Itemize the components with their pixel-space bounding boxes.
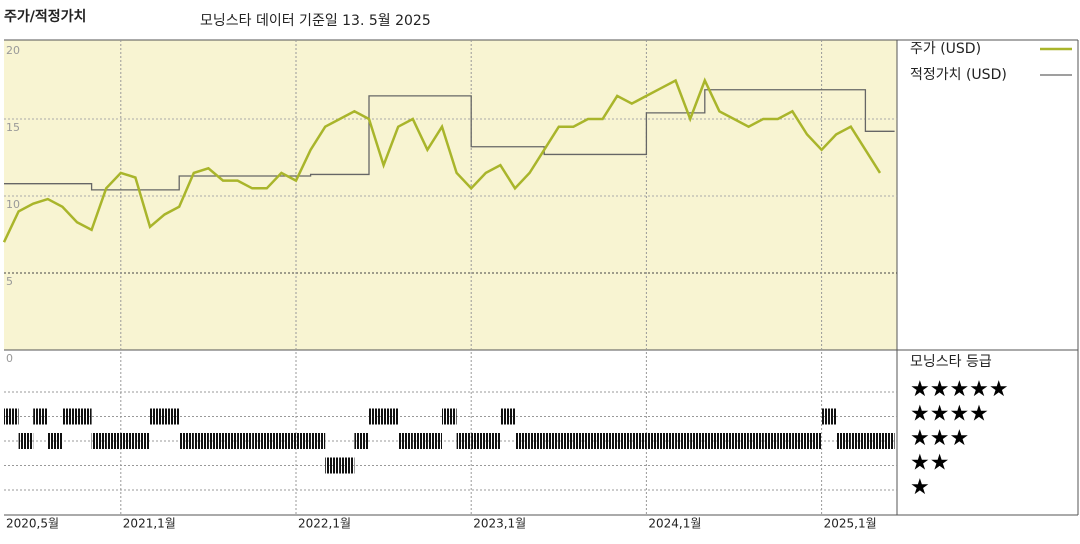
chart-title: 주가/적정가치	[4, 8, 86, 25]
rating-bar	[807, 433, 822, 449]
rating-level-label: ★★★★★	[910, 377, 1009, 402]
rating-bar	[310, 433, 326, 449]
rating-bar	[223, 433, 238, 449]
rating-bar	[456, 433, 472, 449]
rating-bar	[120, 433, 136, 449]
rating-bar	[529, 433, 545, 449]
rating-bar	[266, 433, 282, 449]
rating-bar	[339, 457, 355, 474]
rating-bar	[734, 433, 749, 449]
rating-bar	[544, 433, 559, 449]
rating-level-label: ★★★★	[910, 402, 989, 427]
rating-bar	[515, 433, 530, 449]
rating-bar	[661, 433, 676, 449]
y-tick-label: 5	[6, 275, 13, 288]
x-tick-label: 2023,1월	[473, 517, 526, 531]
rating-bar	[427, 433, 442, 449]
rating-bar	[4, 408, 19, 425]
y-tick-label: 20	[6, 44, 20, 57]
rating-bar	[646, 433, 661, 449]
rating-bar	[836, 433, 851, 449]
rating-bar	[164, 408, 180, 425]
x-tick-label: 2024,1월	[648, 517, 701, 531]
rating-bar	[383, 408, 399, 425]
rating-bar	[296, 433, 311, 449]
rating-bar	[325, 457, 340, 474]
rating-bar	[850, 433, 866, 449]
fair-value-line	[4, 89, 895, 191]
rating-bar	[573, 433, 588, 449]
rating-bar	[354, 433, 369, 449]
rating-bar	[62, 408, 77, 425]
rating-bar	[865, 433, 880, 449]
y-tick-label: 15	[6, 121, 20, 134]
rating-bar	[880, 433, 895, 449]
rating-level-label: ★★★	[910, 426, 969, 451]
rating-bar	[398, 433, 413, 449]
rating-bar	[150, 408, 165, 425]
chart-subtitle: 모닝스타 데이터 기준일 13. 5월 2025	[200, 13, 431, 29]
rating-bar	[193, 433, 209, 449]
legend-label: 적정가치 (USD)	[910, 67, 1007, 83]
rating-bar	[252, 433, 267, 449]
rating-bar	[719, 433, 734, 449]
rating-bar	[281, 433, 296, 449]
rating-bar	[77, 408, 92, 425]
rating-bar	[748, 433, 764, 449]
rating-bar	[602, 433, 618, 449]
rating-bar	[33, 408, 48, 425]
rating-bar	[237, 433, 253, 449]
rating-bar	[777, 433, 793, 449]
rating-level-label: ★	[910, 475, 930, 500]
rating-level-label: ★★	[910, 451, 949, 476]
x-tick-label: 2021,1월	[123, 517, 176, 531]
x-tick-label: 2025,1월	[824, 517, 877, 531]
ratings-title: 모닝스타 등급	[910, 354, 992, 370]
y-tick-label: 0	[6, 352, 13, 365]
plot-background	[4, 40, 897, 350]
rating-bar	[821, 408, 837, 425]
rating-bar	[18, 433, 34, 449]
x-tick-label: 2022,1월	[298, 517, 351, 531]
rating-bar	[588, 433, 603, 449]
rating-bar	[617, 433, 632, 449]
rating-bar	[558, 433, 574, 449]
rating-bar	[47, 433, 63, 449]
rating-bar	[704, 433, 720, 449]
y-tick-label: 10	[6, 198, 20, 211]
rating-bar	[675, 433, 691, 449]
x-tick-label: 2020,5월	[6, 517, 59, 531]
rating-bar	[471, 433, 486, 449]
rating-bar	[763, 433, 778, 449]
rating-bar	[412, 433, 428, 449]
rating-bar	[91, 433, 107, 449]
rating-bar	[179, 433, 194, 449]
rating-bar	[500, 408, 515, 425]
legend-label: 주가 (USD)	[910, 41, 981, 57]
rating-bar	[631, 433, 647, 449]
rating-bar	[442, 408, 457, 425]
rating-bar	[485, 433, 501, 449]
rating-bar	[690, 433, 705, 449]
rating-bar	[106, 433, 121, 449]
rating-bar	[208, 433, 223, 449]
rating-bar	[135, 433, 150, 449]
price-line	[2, 77, 882, 243]
rating-bar	[369, 408, 384, 425]
rating-bar	[792, 433, 807, 449]
